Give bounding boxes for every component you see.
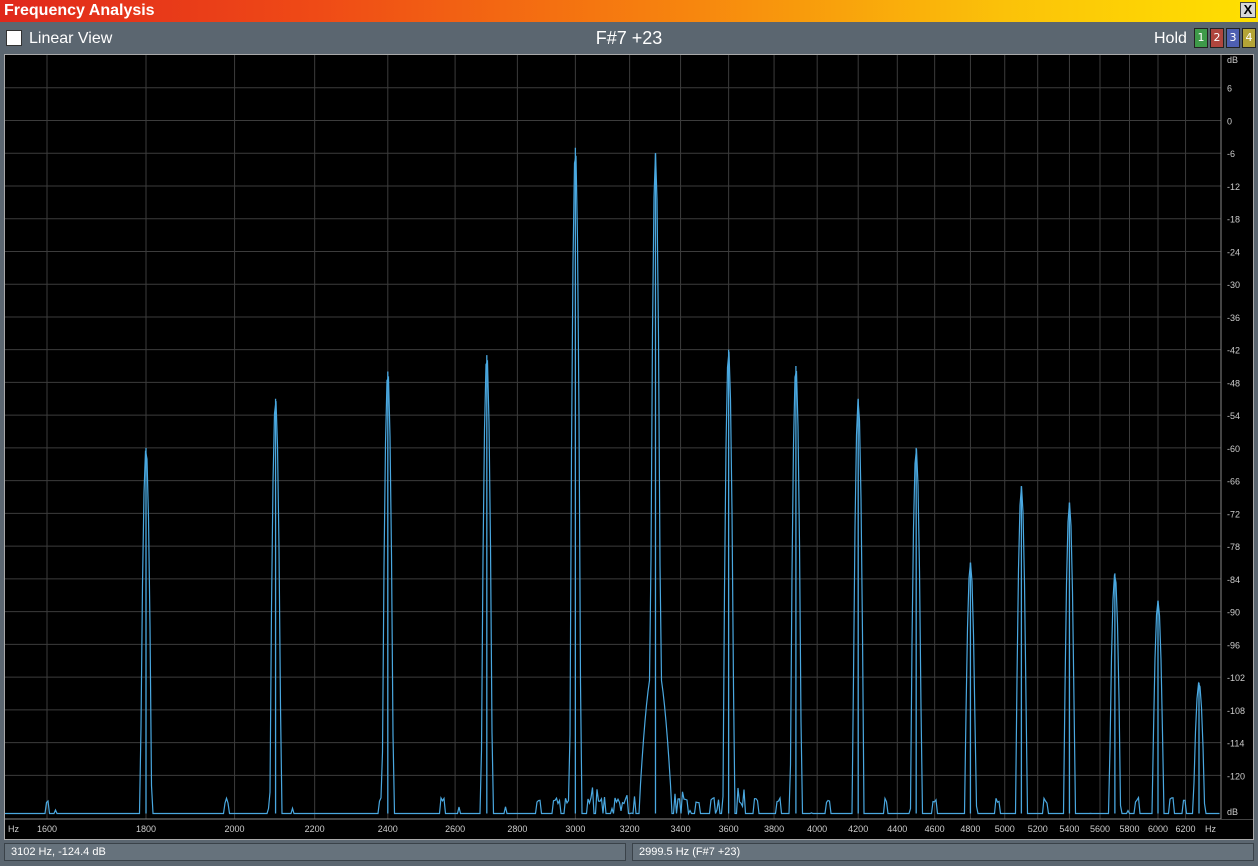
y-tick-label-14: -78	[1227, 542, 1240, 552]
status-bar: 3102 Hz, -124.4 dB 2999.5 Hz (F#7 +23)	[0, 840, 1258, 866]
peak-marks	[145, 147, 1200, 814]
x-tick-label-18: 5200	[1028, 824, 1048, 834]
x-tick-label-15: 4600	[925, 824, 945, 834]
y-tick-label-2: -6	[1227, 149, 1235, 159]
y-tick-label-21: -120	[1227, 771, 1245, 781]
y-tick-label-12: -66	[1227, 477, 1240, 487]
spectrum-plot[interactable]: 6 0 -6 -12 -18 -24 -30 -36 -42 -48 -54 -60 -66 -72 -78…	[4, 54, 1254, 840]
x-tick-label-21: 5800	[1119, 824, 1139, 834]
hold-button-1[interactable]: 1	[1194, 28, 1208, 48]
spectrum-chart[interactable]: 6 0 -6 -12 -18 -24 -30 -36 -42 -48 -54 -60 -66 -72 -78…	[5, 55, 1253, 839]
x-tick-label-6: 2800	[507, 824, 527, 834]
x-tick-label-0: 1600	[37, 824, 57, 834]
y-tick-label-19: -108	[1227, 706, 1245, 716]
x-axis-unit-right: Hz	[1205, 824, 1216, 834]
x-tick-label-5: 2600	[445, 824, 465, 834]
y-tick-label-18: -102	[1227, 673, 1245, 683]
hold-label: Hold	[1154, 30, 1187, 47]
y-tick-label-11: -60	[1227, 444, 1240, 454]
y-tick-label-8: -42	[1227, 346, 1240, 356]
x-tick-label-19: 5400	[1059, 824, 1079, 834]
x-tick-label-11: 3800	[764, 824, 784, 834]
x-tick-label-9: 3400	[671, 824, 691, 834]
peak-readout: 2999.5 Hz (F#7 +23)	[632, 843, 1254, 861]
y-tick-label-6: -30	[1227, 280, 1240, 290]
x-tick-labels: 1600 1800 2000 2200 2400 2600 2800 3000 3200 3400…	[37, 824, 1196, 834]
y-tick-label-5: -24	[1227, 247, 1240, 257]
y-axis-band	[1221, 55, 1253, 819]
cursor-readout: 3102 Hz, -124.4 dB	[4, 843, 626, 861]
x-tick-label-14: 4400	[887, 824, 907, 834]
x-tick-label-10: 3600	[719, 824, 739, 834]
y-tick-label-16: -90	[1227, 608, 1240, 618]
x-tick-label-3: 2200	[305, 824, 325, 834]
y-tick-labels: 6 0 -6 -12 -18 -24 -30 -36 -42 -48 -54 -60 -66 -72 -78…	[1227, 84, 1245, 782]
window-title: Frequency Analysis	[4, 2, 155, 19]
y-tick-label-3: -12	[1227, 182, 1240, 192]
y-axis-unit-top: dB	[1227, 55, 1238, 65]
y-tick-label-0: 6	[1227, 84, 1232, 94]
linear-view-checkbox[interactable]	[6, 30, 22, 46]
toolbar: Linear View F#7 +23 Hold 1 2 3 4	[0, 22, 1258, 54]
y-axis-unit-bottom: dB	[1227, 807, 1238, 817]
y-tick-label-9: -48	[1227, 378, 1240, 388]
x-tick-label-4: 2400	[378, 824, 398, 834]
x-tick-label-22: 6000	[1148, 824, 1168, 834]
x-tick-label-12: 4000	[807, 824, 827, 834]
grid	[5, 55, 1253, 820]
x-tick-label-13: 4200	[848, 824, 868, 834]
x-axis-unit-left: Hz	[8, 824, 19, 834]
y-tick-label-13: -72	[1227, 509, 1240, 519]
hold-button-2[interactable]: 2	[1210, 28, 1224, 48]
x-tick-label-16: 4800	[960, 824, 980, 834]
x-tick-label-1: 1800	[136, 824, 156, 834]
x-tick-label-20: 5600	[1090, 824, 1110, 834]
hold-button-3[interactable]: 3	[1226, 28, 1240, 48]
y-tick-label-4: -18	[1227, 215, 1240, 225]
x-tick-label-8: 3200	[620, 824, 640, 834]
x-tick-label-7: 3000	[565, 824, 585, 834]
y-tick-label-1: 0	[1227, 116, 1232, 126]
y-tick-label-15: -84	[1227, 575, 1240, 585]
hold-button-4[interactable]: 4	[1242, 28, 1256, 48]
y-tick-label-10: -54	[1227, 411, 1240, 421]
y-tick-label-17: -96	[1227, 640, 1240, 650]
note-display: F#7 +23	[595, 28, 663, 48]
close-button[interactable]: X	[1240, 2, 1256, 18]
title-bar: Frequency Analysis X	[0, 0, 1258, 22]
y-tick-label-7: -36	[1227, 313, 1240, 323]
x-tick-label-17: 5000	[995, 824, 1015, 834]
linear-view-label[interactable]: Linear View	[29, 30, 113, 47]
y-tick-label-20: -114	[1227, 739, 1244, 749]
x-tick-label-2: 2000	[225, 824, 245, 834]
spectrum-line	[5, 153, 1220, 816]
x-tick-label-23: 6200	[1176, 824, 1196, 834]
